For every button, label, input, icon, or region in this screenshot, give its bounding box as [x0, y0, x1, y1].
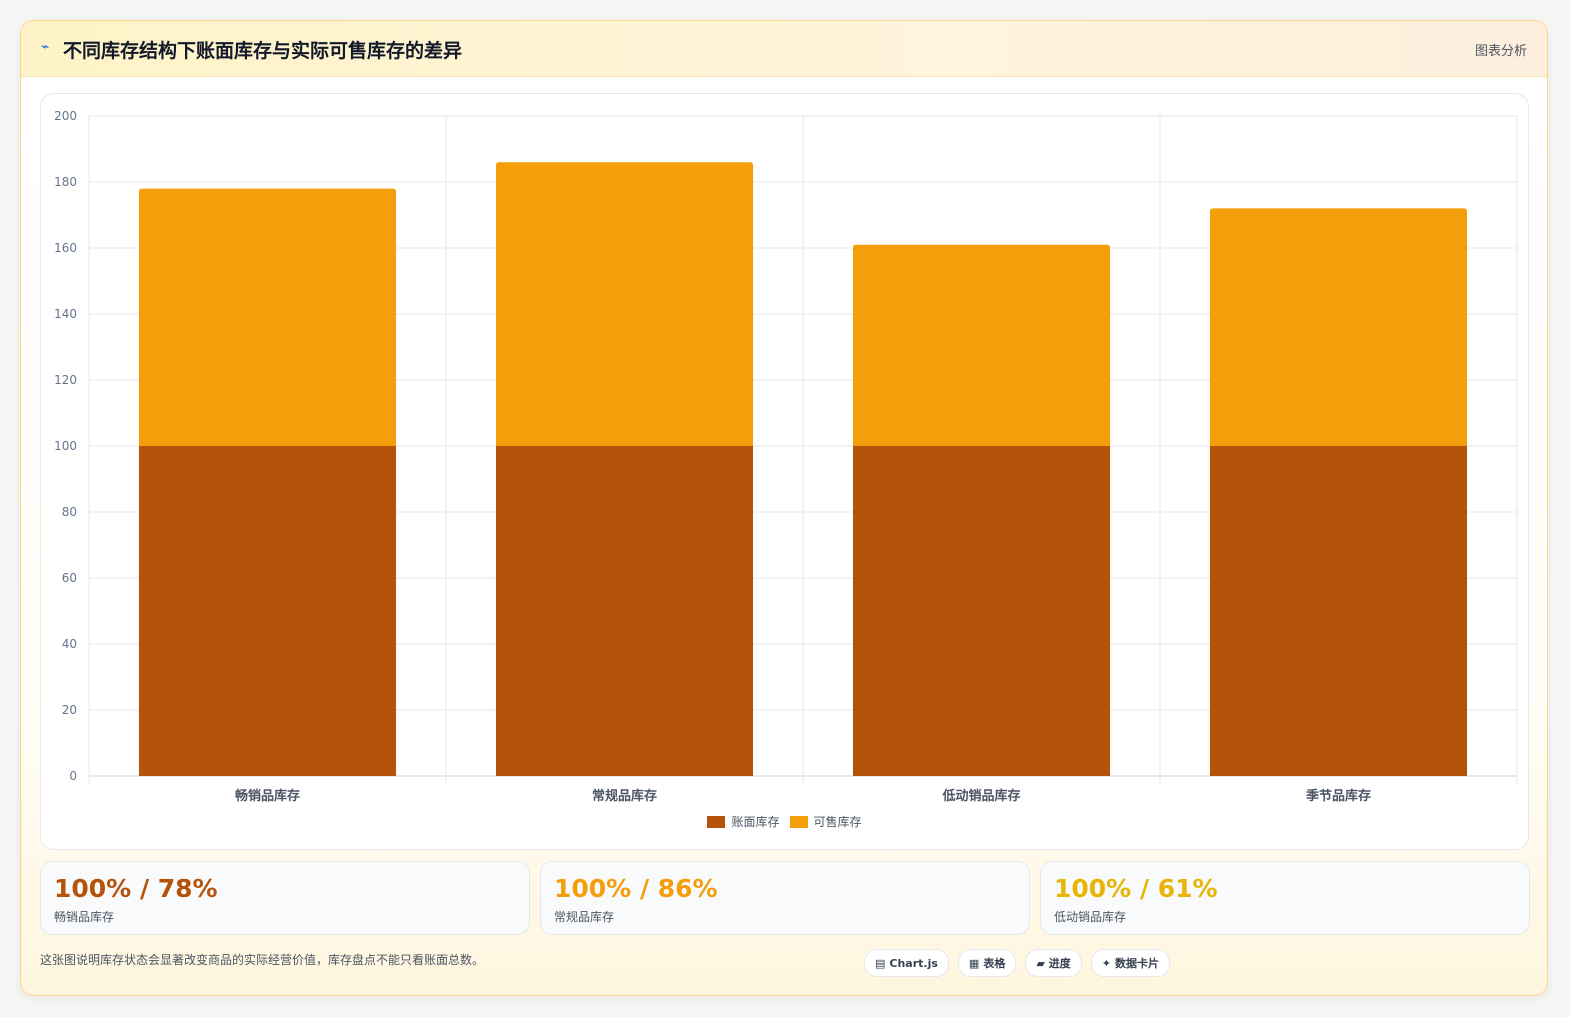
chart-card: ⌁ 不同库存结构下账面库存与实际可售库存的差异 图表分析 0 20 40 60 80 10…: [20, 20, 1548, 996]
bar-segment-book-stock: [138, 446, 397, 776]
stat-card-regular: 100% / 86% 常规品库存: [540, 861, 1030, 935]
stat-label: 畅销品库存: [54, 910, 115, 924]
x-tick-label: 低动销品库存: [941, 788, 1020, 804]
stat-label: 常规品库存: [554, 910, 615, 924]
chip-table[interactable]: ▦ 表格: [957, 949, 1017, 977]
chart-panel: 0 20 40 60 80 100 120 140 160 180 200 畅销品库存 常规品库存 低动销…: [40, 93, 1529, 850]
y-tick-label: 200: [54, 109, 77, 123]
footer-note: 这张图说明库存状态会显著改变商品的实际经营价值，库存盘点不能只看账面总数。: [40, 953, 485, 967]
legend-item-book-stock[interactable]: 账面库存: [707, 813, 780, 830]
sparkle-icon: ✦: [1101, 956, 1112, 970]
legend-label-book-stock: 账面库存: [731, 815, 780, 829]
chip-label: Chart.js: [889, 956, 938, 970]
y-tick-label: 20: [62, 703, 77, 717]
legend-swatch-sellable-stock: [789, 815, 808, 828]
bar-segment-book-stock: [1209, 446, 1468, 776]
chart-analysis-tag: 图表分析: [1474, 44, 1527, 59]
legend-label-sellable-stock: 可售库存: [813, 815, 862, 829]
progress-icon: ▰: [1036, 956, 1045, 970]
y-tick-label: 100: [54, 439, 77, 453]
feature-chips: ▤ Chart.js ▦ 表格 ▰ 进度 ✦ 数据卡片: [864, 949, 1171, 977]
legend-swatch-book-stock: [707, 815, 726, 828]
legend-item-sellable-stock[interactable]: 可售库存: [789, 813, 862, 830]
y-tick-label: 180: [54, 175, 77, 189]
stat-value: 100% / 78%: [54, 874, 218, 903]
y-tick-label: 80: [62, 505, 77, 519]
x-tick-label: 季节品库存: [1305, 788, 1371, 804]
bar-segment-sellable-stock: [852, 244, 1111, 446]
chart-icon: ▤: [875, 956, 886, 970]
card-header: ⌁ 不同库存结构下账面库存与实际可售库存的差异 图表分析: [21, 21, 1547, 77]
chart-line-icon: ⌁: [41, 39, 50, 55]
bar-segment-sellable-stock: [138, 188, 397, 446]
chip-label: 表格: [983, 957, 1006, 970]
stat-value: 100% / 61%: [1054, 874, 1218, 903]
bar-segment-book-stock: [495, 446, 754, 776]
stat-value: 100% / 86%: [554, 874, 718, 903]
chart-title: 不同库存结构下账面库存与实际可售库存的差异: [63, 40, 463, 62]
table-icon: ▦: [968, 956, 980, 970]
y-tick-label: 120: [54, 373, 77, 387]
bar-segment-sellable-stock: [495, 162, 754, 446]
chip-progress[interactable]: ▰ 进度: [1025, 949, 1082, 977]
x-tick-label: 畅销品库存: [235, 788, 300, 804]
bar-segment-book-stock: [852, 446, 1111, 776]
chart-legend: 账面库存 可售库存: [41, 813, 1528, 830]
chip-label: 数据卡片: [1115, 957, 1160, 970]
x-tick-label: 常规品库存: [592, 788, 657, 804]
bar-segment-sellable-stock: [1209, 208, 1468, 446]
y-tick-label: 160: [54, 241, 77, 255]
chip-data-card[interactable]: ✦ 数据卡片: [1090, 949, 1171, 977]
chip-chartjs[interactable]: ▤ Chart.js: [864, 949, 949, 977]
stat-label: 低动销品库存: [1054, 910, 1127, 924]
stat-card-slow-moving: 100% / 61% 低动销品库存: [1040, 861, 1530, 935]
chip-label: 进度: [1048, 957, 1071, 970]
y-tick-label: 0: [69, 769, 77, 783]
stat-card-bestseller: 100% / 78% 畅销品库存: [40, 861, 530, 935]
y-tick-label: 40: [62, 637, 77, 651]
bar-chart: 0 20 40 60 80 100 120 140 160 180 200 畅销品库存 常规品库存 低动销…: [54, 109, 1518, 804]
y-tick-label: 60: [62, 571, 77, 585]
y-tick-label: 140: [54, 307, 77, 321]
